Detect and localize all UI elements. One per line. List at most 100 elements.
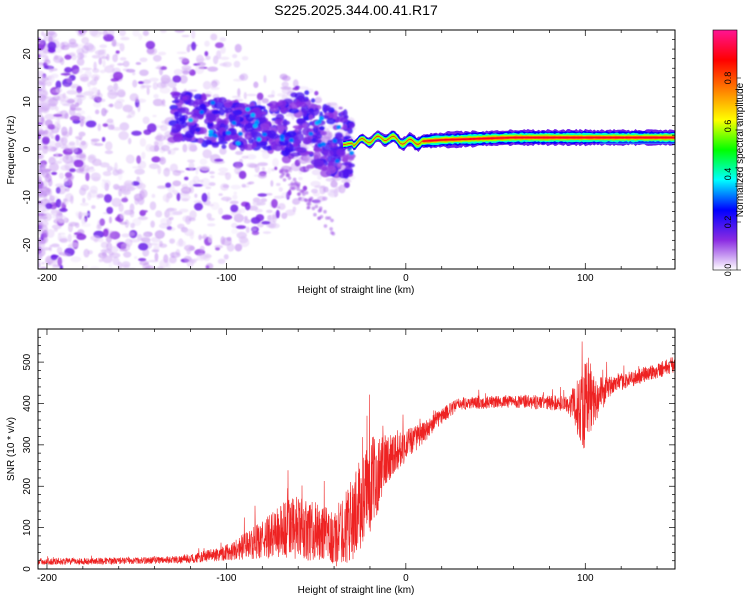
spectrogram-noise-blob — [39, 266, 47, 269]
spectrogram-noise-blob — [132, 79, 138, 88]
spectrogram-signal-blob — [245, 107, 251, 112]
spectrogram-signal-blob — [328, 142, 338, 149]
spectrogram-noise-blob — [51, 171, 58, 176]
spectrogram-signal-blob — [170, 91, 180, 96]
spectrogram-noise-blob — [191, 41, 197, 51]
spectrogram-noise-blob — [214, 158, 224, 162]
spectrogram-noise-blob — [129, 239, 141, 243]
spectrogram-noise-blob — [125, 68, 136, 73]
spectrogram-noise-blob — [252, 200, 263, 207]
spectrogram-noise-blob — [99, 69, 106, 74]
spectrogram-noise-blob — [110, 167, 117, 171]
spectrogram-noise-blob — [325, 216, 329, 220]
spectrogram-noise-blob — [142, 232, 150, 241]
spectrogram-noise-blob — [181, 65, 192, 70]
spectrogram-noise-blob — [92, 68, 100, 74]
spectrogram-noise-blob — [38, 248, 46, 257]
spectrogram-noise-blob — [261, 167, 266, 171]
spectrogram-noise-blob — [125, 154, 135, 164]
spectrogram-noise-blob — [176, 51, 188, 55]
spectrogram-noise-blob — [148, 77, 160, 82]
spectrogram-signal-blob — [279, 134, 285, 139]
spectrogram-noise-blob — [180, 186, 192, 194]
spectrogram-noise-blob — [41, 76, 49, 82]
spectrogram-noise-blob — [206, 212, 212, 220]
spectrogram-noise-blob — [64, 66, 73, 73]
spectrogram-noise-blob — [166, 209, 177, 216]
spectrogram-noise-blob — [314, 204, 319, 209]
spectrogram-noise-blob — [108, 251, 115, 256]
spectrogram-signal-blob — [188, 117, 194, 123]
spectrogram-noise-blob — [248, 181, 255, 185]
spectrogram-noise-blob — [235, 225, 247, 230]
spectrogram-noise-blob — [99, 44, 108, 49]
spectrogram-signal-blob — [342, 124, 348, 130]
spectrogram-noise-blob — [99, 162, 110, 168]
spectrogram-noise-blob — [134, 168, 145, 175]
spectrogram-noise-blob — [205, 55, 211, 60]
spectrogram-noise-blob — [181, 34, 190, 38]
spectrogram-noise-blob — [248, 205, 259, 211]
spectrogram-noise-blob — [291, 186, 295, 191]
spectrogram-signal-blob — [294, 127, 300, 133]
spectrogram-noise-blob — [343, 182, 350, 189]
spectrogram-noise-blob — [80, 76, 90, 83]
spectrogram-noise-blob — [62, 83, 70, 88]
spectrogram-noise-blob — [205, 186, 212, 190]
spectrogram-noise-blob — [152, 54, 162, 62]
spectrogram-signal-blob — [304, 90, 310, 96]
spectrogram-noise-blob — [208, 182, 216, 187]
spectrogram-noise-blob — [78, 131, 86, 137]
spectrogram-noise-blob — [124, 180, 134, 188]
spectrogram-noise-blob — [275, 209, 280, 219]
spectrogram-noise-blob — [218, 193, 223, 196]
spectrogram-noise-blob — [161, 144, 170, 152]
spectrogram-noise-blob — [330, 180, 338, 188]
spectrogram-signal-blob — [274, 118, 284, 125]
spectrogram-noise-blob — [257, 193, 268, 197]
spectrogram-signal-blob — [190, 122, 195, 126]
spectrogram-noise-blob — [244, 202, 251, 211]
spectrogram-noise-blob — [89, 185, 98, 194]
colorbar-tick-label: 0.8 — [723, 72, 733, 85]
spectrogram-noise-blob — [112, 257, 120, 266]
spectrogram-noise-blob — [172, 189, 179, 195]
spectrogram-noise-blob — [63, 198, 67, 203]
spectrogram-noise-blob — [253, 81, 259, 89]
spectrogram-noise-blob — [280, 86, 292, 90]
spectrogram-signal-blob — [311, 138, 317, 142]
spectrogram-noise-blob — [272, 157, 279, 168]
spectrogram-noise-blob — [224, 196, 228, 202]
spectrogram-noise-blob — [214, 42, 224, 49]
spectrogram-noise-blob — [323, 209, 327, 214]
spectrogram-noise-blob — [146, 87, 150, 96]
spectrogram-noise-blob — [210, 79, 220, 87]
snr-x-label: Height of straight line (km) — [298, 585, 415, 596]
spectrogram-noise-blob — [314, 90, 319, 96]
spectrogram-noise-blob — [85, 120, 97, 128]
spectrogram-noise-blob — [109, 103, 114, 108]
spectrogram-signal-blob — [171, 99, 180, 104]
spectrogram-noise-blob — [159, 259, 169, 269]
spectrogram-signal-blob — [244, 132, 253, 140]
spectrogram-noise-blob — [121, 197, 129, 203]
spectrogram-noise-blob — [38, 37, 41, 43]
spectrogram-noise-blob — [81, 119, 86, 125]
spectrogram-noise-blob — [202, 233, 208, 240]
spectrogram-signal-blob — [316, 119, 322, 125]
colorbar-ticks: 0.0 0.2 0.4 0.6 0.8 — [723, 72, 741, 276]
spectrogram-noise-blob — [111, 197, 122, 208]
spectrogram-noise-blob — [178, 208, 189, 213]
spectrogram-noise-blob — [261, 220, 271, 225]
spectrogram-signal-blob — [320, 141, 326, 147]
spectrogram-noise-blob — [101, 247, 113, 253]
spectrogram-noise-blob — [132, 71, 136, 76]
spectrogram-noise-blob — [172, 180, 182, 187]
spectrogram-noise-blob — [41, 247, 51, 251]
spectrogram-noise-blob — [163, 167, 171, 177]
spectrogram-noise-blob — [38, 151, 42, 159]
spectrogram-noise-blob — [241, 155, 249, 159]
colorbar-tick-label: 0.6 — [723, 120, 733, 133]
spectrogram-noise-blob — [73, 97, 77, 105]
